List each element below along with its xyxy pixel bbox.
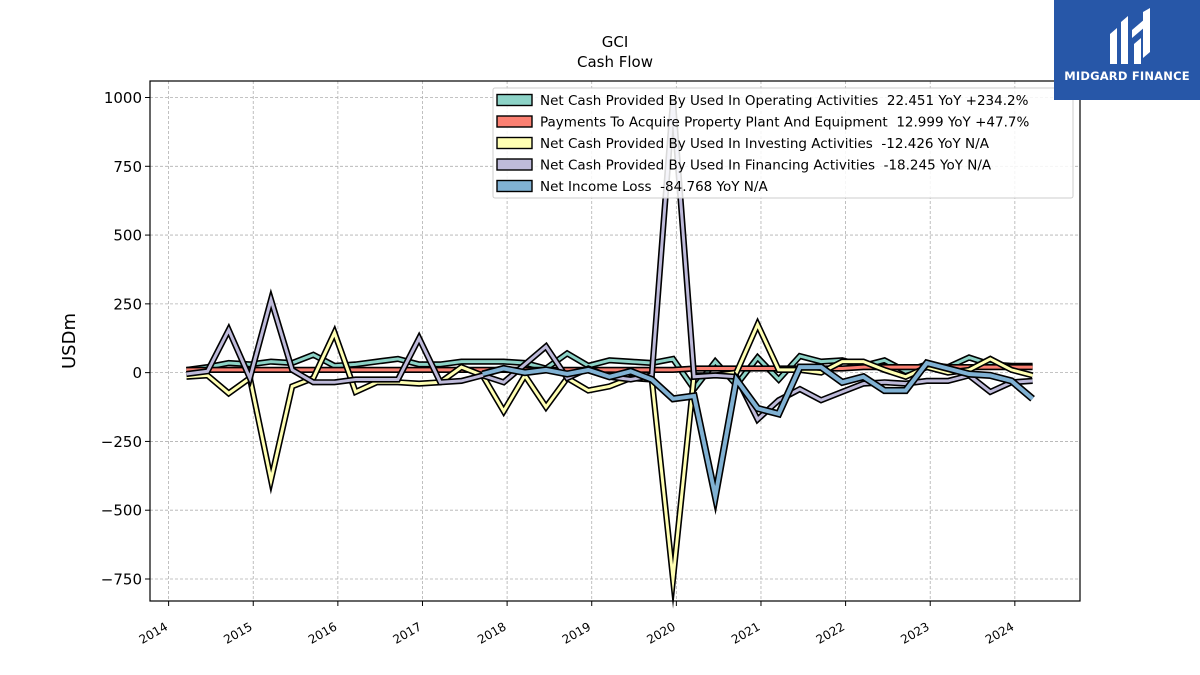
series-lines (185, 100, 1035, 609)
legend: Net Cash Provided By Used In Operating A… (492, 87, 1074, 199)
legend-label: Net Cash Provided By Used In Operating A… (540, 93, 1029, 109)
x-tick-label: 2018 (475, 619, 508, 646)
y-tick-label: 0 (132, 364, 142, 382)
brand-name: MIDGARD FINANCE (1064, 69, 1190, 83)
y-tick-label: −750 (101, 570, 142, 588)
x-tick-label: 2024 (983, 619, 1016, 646)
y-tick-label: 750 (113, 158, 142, 176)
y-tick-label: 250 (113, 295, 142, 313)
brand-mark-icon (1110, 8, 1150, 64)
legend-label: Net Cash Provided By Used In Investing A… (540, 136, 990, 152)
series-3 (186, 316, 1034, 609)
x-tick-label: 2017 (391, 619, 424, 646)
series-line (482, 360, 1034, 507)
legend-swatch (496, 115, 533, 128)
legend-swatch (496, 93, 533, 107)
x-tick-label: 2019 (560, 619, 593, 646)
x-tick-label: 2022 (814, 619, 847, 646)
x-tick-label: 2014 (137, 619, 170, 646)
y-tick-label: 500 (113, 227, 142, 245)
x-tick-label: 2015 (221, 619, 254, 646)
chart-title: GCI (602, 33, 629, 51)
x-tick-label: 2021 (729, 619, 762, 646)
x-tick-label: 2020 (644, 619, 677, 646)
legend-label: Payments To Acquire Property Plant And E… (540, 115, 1029, 131)
y-tick-label: 1000 (104, 89, 142, 107)
plot-frame (149, 80, 1081, 602)
brand-logo: MIDGARD FINANCE (1054, 0, 1200, 100)
series-5 (481, 358, 1035, 516)
legend-box (492, 87, 1074, 199)
legend-swatch (496, 136, 533, 150)
x-axis-ticks: 2014 2015 2016 2017 2018 2019 2020 2021 2022 2023… (137, 601, 1016, 647)
series-line (186, 351, 1033, 392)
legend-label: Net Income Loss -84.768 YoY N/A (540, 179, 768, 195)
y-tick-label: −250 (101, 433, 142, 451)
y-axis-label: USDm (59, 313, 80, 369)
legend-label: Net Cash Provided By Used In Financing A… (540, 158, 992, 174)
series-1 (185, 349, 1033, 395)
legend-swatch (496, 158, 533, 171)
series-line (186, 320, 1033, 594)
series-line (186, 365, 1033, 372)
chart-subtitle: Cash Flow (577, 53, 653, 71)
legend-swatch (496, 179, 533, 193)
x-tick-label: 2016 (306, 619, 339, 646)
x-tick-label: 2023 (898, 619, 931, 646)
y-axis-ticks: −750 −500 −250 0 250 500 750 1000 (101, 89, 150, 588)
y-tick-label: −500 (101, 502, 142, 520)
series-2 (186, 364, 1033, 373)
